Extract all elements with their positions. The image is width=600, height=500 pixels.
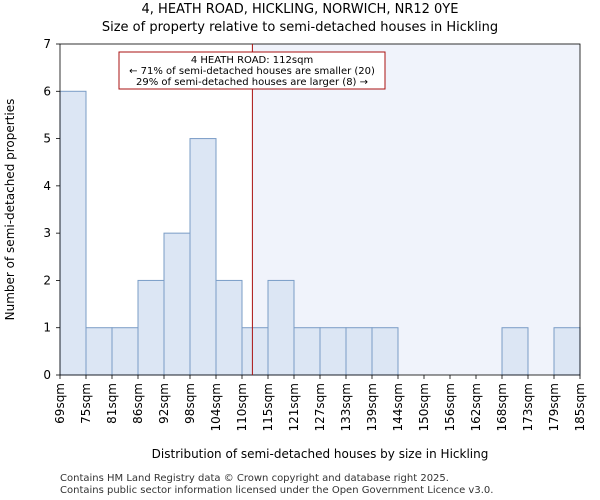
bar-98sqm: [189, 138, 217, 376]
x-tick-label: 139sqm: [365, 383, 379, 431]
bar-75sqm: [85, 327, 113, 376]
footer-copyright: Contains HM Land Registry data © Crown c…: [60, 473, 449, 484]
y-tick-label: 5: [43, 132, 51, 146]
bar-92sqm: [163, 232, 191, 376]
footer-licence: Contains public sector information licen…: [60, 485, 494, 496]
y-tick-label: 1: [43, 321, 51, 335]
annotation-box: [118, 51, 386, 90]
x-tick-label: 110sqm: [235, 383, 249, 431]
x-tick-label: 162sqm: [469, 383, 483, 431]
x-tick-label: 81sqm: [105, 383, 119, 424]
x-tick-label: 168sqm: [495, 383, 509, 431]
x-tick-label: 92sqm: [157, 383, 171, 424]
chart-title: Size of property relative to semi-detach…: [101, 20, 499, 35]
x-tick-label: 179sqm: [547, 383, 561, 431]
x-tick-label: 104sqm: [209, 383, 223, 431]
bar-104sqm: [215, 279, 243, 376]
x-tick-label: 98sqm: [183, 383, 197, 424]
x-tick-label: 173sqm: [521, 383, 535, 431]
x-axis-label: Distribution of semi-detached houses by …: [152, 447, 489, 461]
annotation-larger: 29% of semi-detached houses are larger (…: [136, 77, 368, 88]
x-tick-label: 86sqm: [131, 383, 145, 424]
x-tick-label: 69sqm: [53, 383, 67, 424]
bar-69sqm: [59, 90, 87, 376]
x-tick-label: 127sqm: [313, 383, 327, 431]
bar-115sqm: [267, 279, 295, 376]
x-tick-label: 133sqm: [339, 383, 353, 431]
x-tick-label: 185sqm: [573, 383, 587, 431]
y-tick-label: 2: [43, 273, 51, 287]
bar-86sqm: [137, 279, 165, 376]
y-tick-label: 4: [43, 179, 51, 193]
y-tick-label: 6: [43, 84, 51, 98]
bar-110sqm: [241, 327, 269, 376]
annotation-title: 4 HEATH ROAD: 112sqm: [191, 55, 313, 66]
y-tick-label: 7: [43, 37, 51, 51]
x-tick-label: 75sqm: [79, 383, 93, 424]
y-tick-label: 0: [43, 368, 51, 382]
larger-region-shading: [252, 44, 580, 375]
x-tick-label: 115sqm: [261, 383, 275, 431]
bar-139sqm: [371, 327, 399, 376]
y-tick-label: 3: [43, 226, 51, 240]
bar-121sqm: [293, 327, 321, 376]
x-tick-label: 150sqm: [417, 383, 431, 431]
bar-133sqm: [345, 327, 373, 376]
bar-127sqm: [319, 327, 347, 376]
x-tick-label: 121sqm: [287, 383, 301, 431]
x-tick-label: 156sqm: [443, 383, 457, 431]
annotation-smaller: ← 71% of semi-detached houses are smalle…: [129, 66, 375, 77]
bar-168sqm: [501, 327, 529, 376]
y-axis-label: Number of semi-detached properties: [3, 99, 17, 321]
bar-179sqm: [553, 327, 581, 376]
x-tick-label: 144sqm: [391, 383, 405, 431]
chart-title-address: 4, HEATH ROAD, HICKLING, NORWICH, NR12 0…: [141, 2, 459, 17]
bar-81sqm: [111, 327, 139, 376]
